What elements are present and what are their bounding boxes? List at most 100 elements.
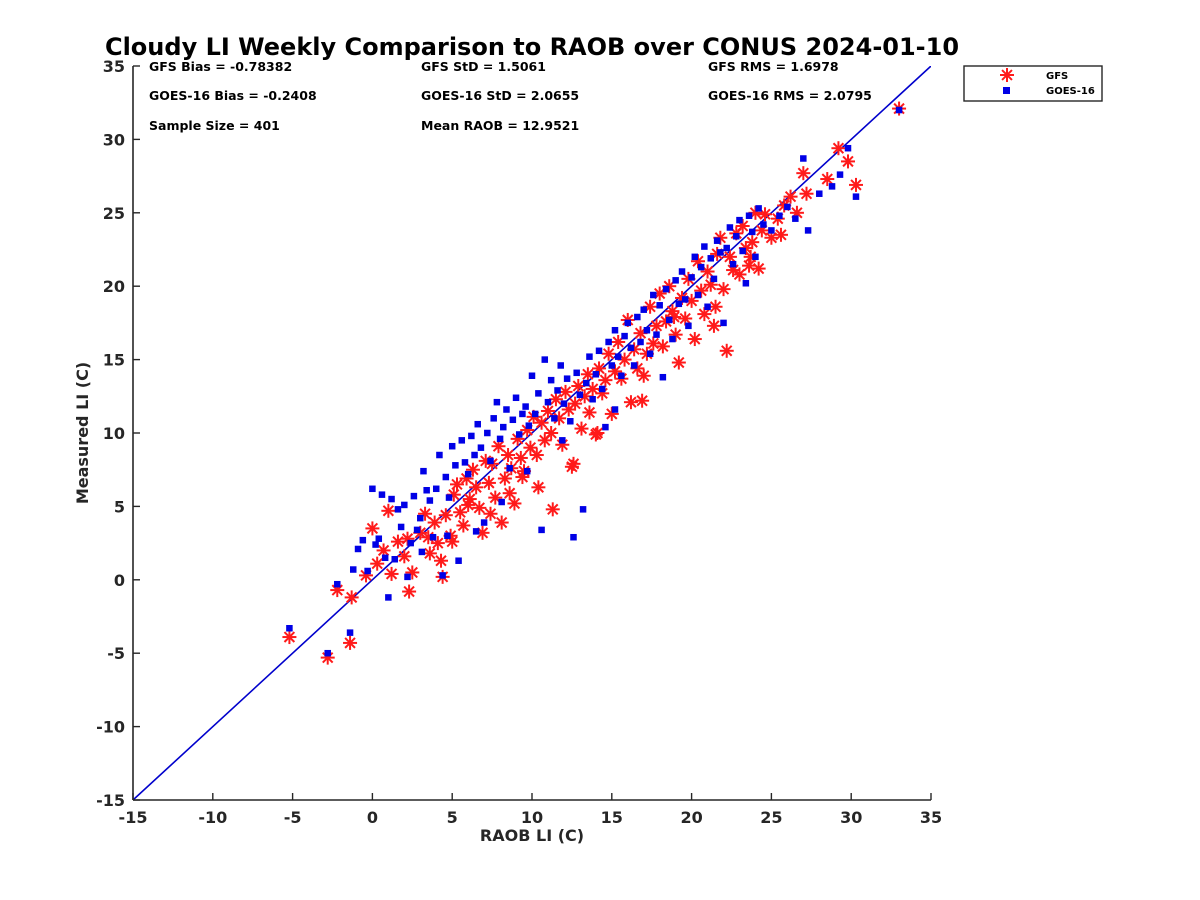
gfs-point xyxy=(461,497,476,512)
y-tick-label: 0 xyxy=(114,571,125,590)
goes-16-point xyxy=(436,451,443,459)
goes-16-point xyxy=(745,212,753,219)
goes-16-point xyxy=(324,649,331,657)
gfs-point xyxy=(799,186,814,201)
stat-mean-raob: Mean RAOB = 12.9521 xyxy=(421,118,579,133)
goes-16-point xyxy=(525,422,533,429)
goes-16-point xyxy=(557,362,564,369)
goes-16-point xyxy=(844,144,852,152)
goes-16-point xyxy=(523,467,531,475)
goes-16-point xyxy=(528,372,536,379)
y-tick-label: 30 xyxy=(103,130,125,149)
goes-16-point xyxy=(429,533,437,541)
x-tick-label: 35 xyxy=(920,808,942,827)
goes-16-point xyxy=(346,629,354,636)
gfs-point xyxy=(582,405,597,420)
stat-gfs-bias: GFS Bias = -0.78382 xyxy=(149,59,292,74)
x-axis-label: RAOB LI (C) xyxy=(480,826,584,845)
goes-16-point xyxy=(551,415,558,422)
goes-16-point xyxy=(685,322,692,330)
goes-16-point xyxy=(375,535,383,542)
gfs-point xyxy=(635,393,650,408)
gfs-point xyxy=(427,515,442,530)
gfs-point xyxy=(502,486,517,501)
x-tick-label: 5 xyxy=(447,808,458,827)
legend-goes-label: GOES-16 xyxy=(1046,86,1095,97)
goes-16-point xyxy=(480,519,488,526)
gfs-point xyxy=(820,172,835,187)
goes-16-point xyxy=(656,302,663,309)
goes-16-point xyxy=(630,362,638,369)
goes-16-point xyxy=(776,212,783,219)
goes-16-point xyxy=(643,326,651,334)
goes-16-point xyxy=(752,253,759,261)
goes-16-point xyxy=(675,300,683,308)
goes-16-point xyxy=(669,335,676,343)
goes-16-point xyxy=(720,319,727,327)
x-tick-label: -5 xyxy=(284,808,302,827)
goes-16-point xyxy=(500,423,507,431)
stat-goes-std: GOES-16 StD = 2.0655 xyxy=(421,88,579,103)
goes-16-point xyxy=(388,495,395,503)
gfs-point xyxy=(381,503,396,518)
goes-16-point xyxy=(828,183,836,190)
gfs-point xyxy=(566,456,581,471)
gfs-point xyxy=(558,384,573,399)
gfs-point xyxy=(531,480,546,495)
gfs-point xyxy=(796,166,811,181)
gfs-point xyxy=(598,373,613,388)
goes-16-point xyxy=(586,353,593,360)
goes-16-point xyxy=(472,528,480,535)
goes-16-point xyxy=(547,376,555,384)
goes-16-point xyxy=(560,400,568,407)
y-tick-label: -10 xyxy=(96,718,125,737)
gfs-point xyxy=(507,496,522,511)
x-tick-label: -15 xyxy=(119,808,148,827)
goes-16-point xyxy=(650,291,657,299)
gfs-point xyxy=(623,395,638,410)
gfs-point xyxy=(590,426,605,440)
goes-16-point xyxy=(515,431,523,438)
gfs-point xyxy=(438,508,453,523)
gfs-point xyxy=(773,227,788,242)
gfs-series xyxy=(282,101,907,665)
goes-16-point xyxy=(595,347,603,355)
goes-16-point xyxy=(544,398,552,406)
gfs-point xyxy=(568,396,583,411)
goes-16-point xyxy=(605,338,612,346)
goes-16-point xyxy=(621,332,628,340)
goes-16-point xyxy=(563,375,571,382)
y-tick-label: 25 xyxy=(103,204,125,223)
gfs-point xyxy=(719,343,734,358)
goes-16-point xyxy=(420,467,427,475)
goes-16-point xyxy=(688,274,695,281)
goes-16-point xyxy=(413,526,421,534)
gfs-point xyxy=(481,475,496,490)
goes-16-point xyxy=(519,410,526,418)
goes-16-point xyxy=(653,331,660,338)
goes-16-point xyxy=(484,429,491,437)
goes-16-point xyxy=(464,470,472,478)
goes-16-point xyxy=(364,567,371,575)
goes-16-point xyxy=(512,394,520,402)
goes-16-point xyxy=(452,462,459,469)
goes-16-point xyxy=(618,372,625,379)
gfs-point xyxy=(472,500,487,515)
goes-16-point xyxy=(458,437,466,444)
goes-16-point xyxy=(733,233,740,240)
goes-16-point xyxy=(804,227,812,234)
x-tick-label: -10 xyxy=(198,808,227,827)
gfs-point xyxy=(513,450,528,465)
goes-16-point xyxy=(418,548,426,556)
goes-16-point xyxy=(598,385,606,393)
goes-16-point xyxy=(378,491,386,498)
gfs-point xyxy=(330,583,345,598)
goes-16-point xyxy=(394,506,402,513)
legend-goes-marker xyxy=(1003,87,1010,94)
goes-16-point xyxy=(760,221,767,228)
goes-16-point xyxy=(659,373,667,381)
goes-16-point xyxy=(723,244,730,252)
goes-16-point xyxy=(439,572,446,579)
x-tick-label: 0 xyxy=(367,808,378,827)
